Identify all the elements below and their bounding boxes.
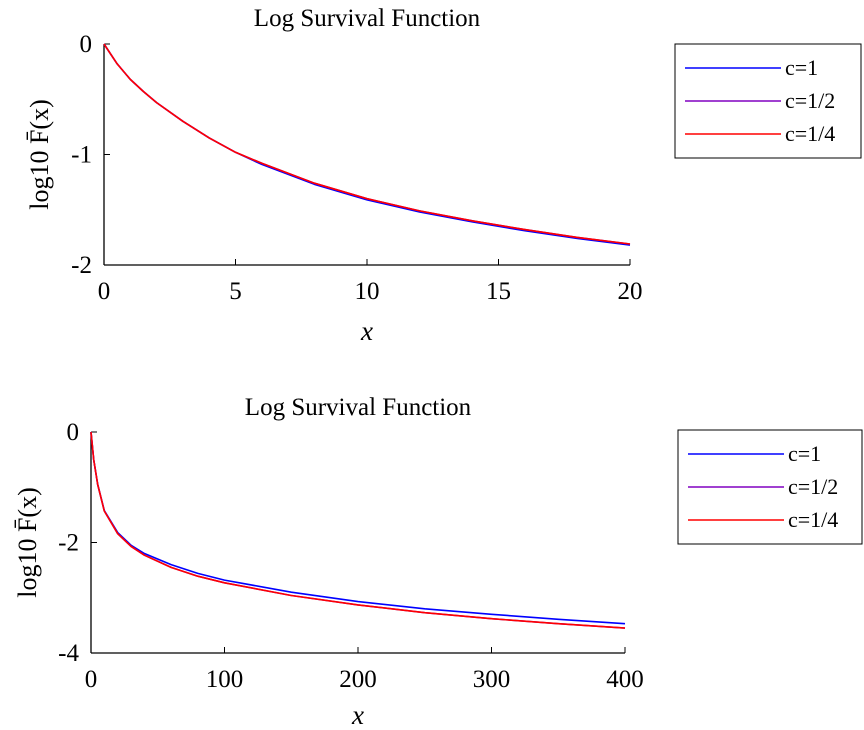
legend-label: c=1/2 xyxy=(785,88,835,113)
legend-label: c=1 xyxy=(785,55,818,80)
legend-label: c=1/4 xyxy=(788,507,838,532)
x-tick-label: 100 xyxy=(206,666,244,693)
y-axis-label: log10 F̄(x) xyxy=(25,99,54,210)
series-line-1 xyxy=(103,43,631,246)
x-tick-label: 0 xyxy=(85,666,98,693)
y-tick-label: -1 xyxy=(71,142,92,169)
y-tick-label: 0 xyxy=(80,31,93,58)
chart-title: Log Survival Function xyxy=(245,394,472,421)
x-axis-label: x xyxy=(351,700,364,730)
x-axis-label: x xyxy=(360,316,373,346)
x-tick-label: 10 xyxy=(355,278,380,305)
x-tick-label: 15 xyxy=(486,278,511,305)
y-axis-label: log10 F̄(x) xyxy=(13,487,42,598)
chart-1: Log Survival Function 0 5 10 15 20 0 -1 -2 x log10… xyxy=(25,5,862,346)
y-tick-label: -2 xyxy=(58,530,79,557)
legend-label: c=1 xyxy=(788,441,821,466)
chart-title: Log Survival Function xyxy=(254,5,481,32)
y-tick-label: -2 xyxy=(71,252,92,279)
legend-label: c=1/2 xyxy=(788,474,838,499)
series-line-3 xyxy=(90,431,626,629)
x-tick-label: 300 xyxy=(473,666,511,693)
series-line-2 xyxy=(103,43,631,245)
x-tick-label: 0 xyxy=(98,278,111,305)
chart-2: Log Survival Function 0 100 200 300 400 0 -2 -4 x… xyxy=(13,394,863,730)
legend-label: c=1/4 xyxy=(785,121,835,146)
y-tick-label: 0 xyxy=(67,419,80,446)
series-line-1 xyxy=(90,431,626,625)
x-tick-label: 400 xyxy=(606,666,644,693)
x-tick-label: 20 xyxy=(618,278,643,305)
series-line-3 xyxy=(103,43,631,245)
series-line-2 xyxy=(90,431,626,629)
x-tick-label: 200 xyxy=(339,666,377,693)
x-tick-label: 5 xyxy=(229,278,242,305)
y-tick-label: -4 xyxy=(58,640,79,667)
